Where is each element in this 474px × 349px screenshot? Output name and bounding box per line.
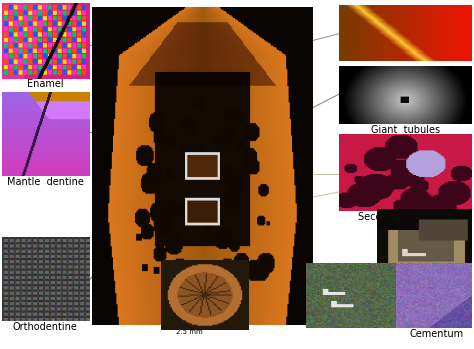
Text: Secondary  dentine: Secondary dentine	[358, 212, 453, 222]
Text: isolated: isolated	[246, 53, 277, 62]
Text: Orthodentine: Orthodentine	[13, 322, 77, 332]
Text: Mantle  dentine: Mantle dentine	[7, 177, 83, 187]
Text: D: D	[100, 9, 112, 24]
Text: curtain: curtain	[223, 74, 250, 83]
Text: 2.5 mm: 2.5 mm	[176, 329, 203, 335]
Text: Enamel: Enamel	[27, 79, 64, 89]
Text: 5mm: 5mm	[399, 263, 417, 269]
Text: 10mm: 10mm	[313, 319, 336, 325]
Text: longitudinal: longitudinal	[418, 68, 467, 77]
Text: Cementum: Cementum	[409, 329, 463, 339]
Text: Giant  tubules: Giant tubules	[371, 125, 440, 135]
Text: 1.0mm: 1.0mm	[116, 307, 140, 313]
Text: transverse: transverse	[422, 9, 467, 18]
Text: E: E	[166, 263, 173, 274]
